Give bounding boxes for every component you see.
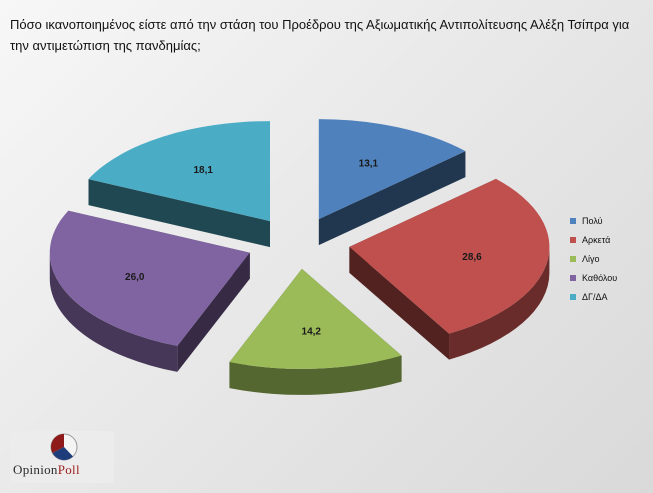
pie-slice-3: 26,0 bbox=[49, 210, 250, 372]
legend-item: Καθόλου bbox=[570, 268, 617, 287]
logo-text: OpinionPoll bbox=[13, 462, 80, 477]
legend-label: Αρκετά bbox=[582, 234, 611, 245]
legend-label: Πολύ bbox=[582, 215, 603, 226]
pie-slice-edge bbox=[449, 246, 550, 360]
pie-slice-side bbox=[88, 179, 270, 248]
pie-slice-edge bbox=[229, 355, 402, 395]
pie-slice-side bbox=[349, 246, 450, 360]
chart-legend: Πολύ Αρκετά Λίγο Καθόλου ΔΓ/ΔΑ bbox=[570, 211, 617, 306]
pie-slice-top bbox=[49, 210, 250, 346]
legend-item: Πολύ bbox=[570, 211, 617, 230]
legend-label: Λίγο bbox=[582, 253, 600, 264]
legend-item: ΔΓ/ΔΑ bbox=[570, 287, 617, 306]
pie-slice-2: 14,2 bbox=[229, 268, 402, 395]
data-label: 18,1 bbox=[193, 165, 213, 176]
pie-slice-top bbox=[88, 121, 270, 222]
legend-item: Αρκετά bbox=[570, 230, 617, 249]
legend-swatch bbox=[570, 236, 576, 243]
legend-swatch bbox=[570, 274, 576, 281]
legend-label: ΔΓ/ΔΑ bbox=[582, 291, 608, 302]
pie-slice-1: 28,6 bbox=[349, 178, 550, 360]
pie-slice-edge bbox=[49, 252, 178, 372]
opinionpoll-logo: OpinionPoll bbox=[10, 431, 114, 483]
data-label: 13,1 bbox=[359, 158, 379, 169]
pie-slice-0: 13,1 bbox=[318, 119, 466, 246]
data-label: 26,0 bbox=[125, 272, 145, 283]
pie-slice-4: 18,1 bbox=[88, 121, 270, 248]
pie-slice-top bbox=[349, 178, 550, 334]
data-label: 14,2 bbox=[302, 327, 322, 338]
pie-slice-side bbox=[318, 151, 466, 246]
legend-swatch bbox=[570, 293, 576, 300]
data-label: 28,6 bbox=[462, 252, 482, 263]
legend-label: Καθόλου bbox=[582, 272, 618, 283]
logo-mark-icon bbox=[50, 433, 78, 461]
legend-swatch bbox=[570, 217, 576, 224]
pie-slice-top bbox=[318, 119, 466, 220]
legend-swatch bbox=[570, 255, 576, 262]
pie-slice-top bbox=[229, 268, 402, 369]
pie-slice-side bbox=[177, 252, 250, 372]
legend-item: Λίγο bbox=[570, 249, 617, 268]
chart-title: Πόσο ικανοποιημένος είστε από την στάση … bbox=[10, 17, 630, 53]
